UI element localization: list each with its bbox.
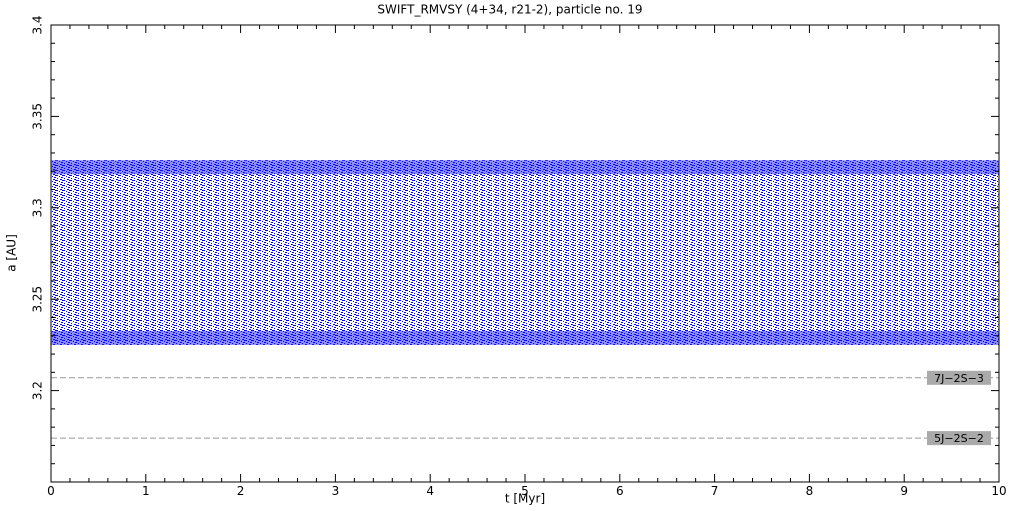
x-tick-label: 2 bbox=[237, 484, 245, 498]
resonance-label-bg bbox=[927, 431, 991, 446]
scatter-band bbox=[51, 160, 999, 345]
x-tick-label: 3 bbox=[332, 484, 340, 498]
x-tick-label: 8 bbox=[806, 484, 814, 498]
y-tick-label: 3.3 bbox=[31, 198, 45, 217]
band-edge bbox=[51, 330, 999, 345]
x-tick-label: 6 bbox=[616, 484, 624, 498]
y-axis-label: a [AU] bbox=[5, 234, 19, 272]
x-tick-label: 0 bbox=[47, 484, 55, 498]
resonance-label: 7J−2S−3 bbox=[934, 372, 984, 385]
resonance-label: 5J−2S−2 bbox=[934, 432, 984, 445]
chart-title: SWIFT_RMVSY (4+34, r21-2), particle no. … bbox=[377, 3, 642, 17]
y-tick-label: 3.4 bbox=[31, 15, 45, 34]
y-tick-label: 3.2 bbox=[31, 381, 45, 400]
y-tick-label: 3.35 bbox=[31, 103, 45, 130]
x-axis-label: t [Myr] bbox=[505, 492, 545, 506]
x-tick-label: 5 bbox=[521, 484, 529, 498]
x-tick-label: 10 bbox=[991, 484, 1006, 498]
band-edge bbox=[51, 160, 999, 175]
y-tick-label: 3.25 bbox=[31, 286, 45, 313]
x-tick-label: 7 bbox=[711, 484, 719, 498]
x-tick-label: 9 bbox=[900, 484, 908, 498]
x-tick-label: 1 bbox=[142, 484, 150, 498]
resonance-label-bg bbox=[927, 370, 991, 385]
x-tick-label: 4 bbox=[426, 484, 434, 498]
